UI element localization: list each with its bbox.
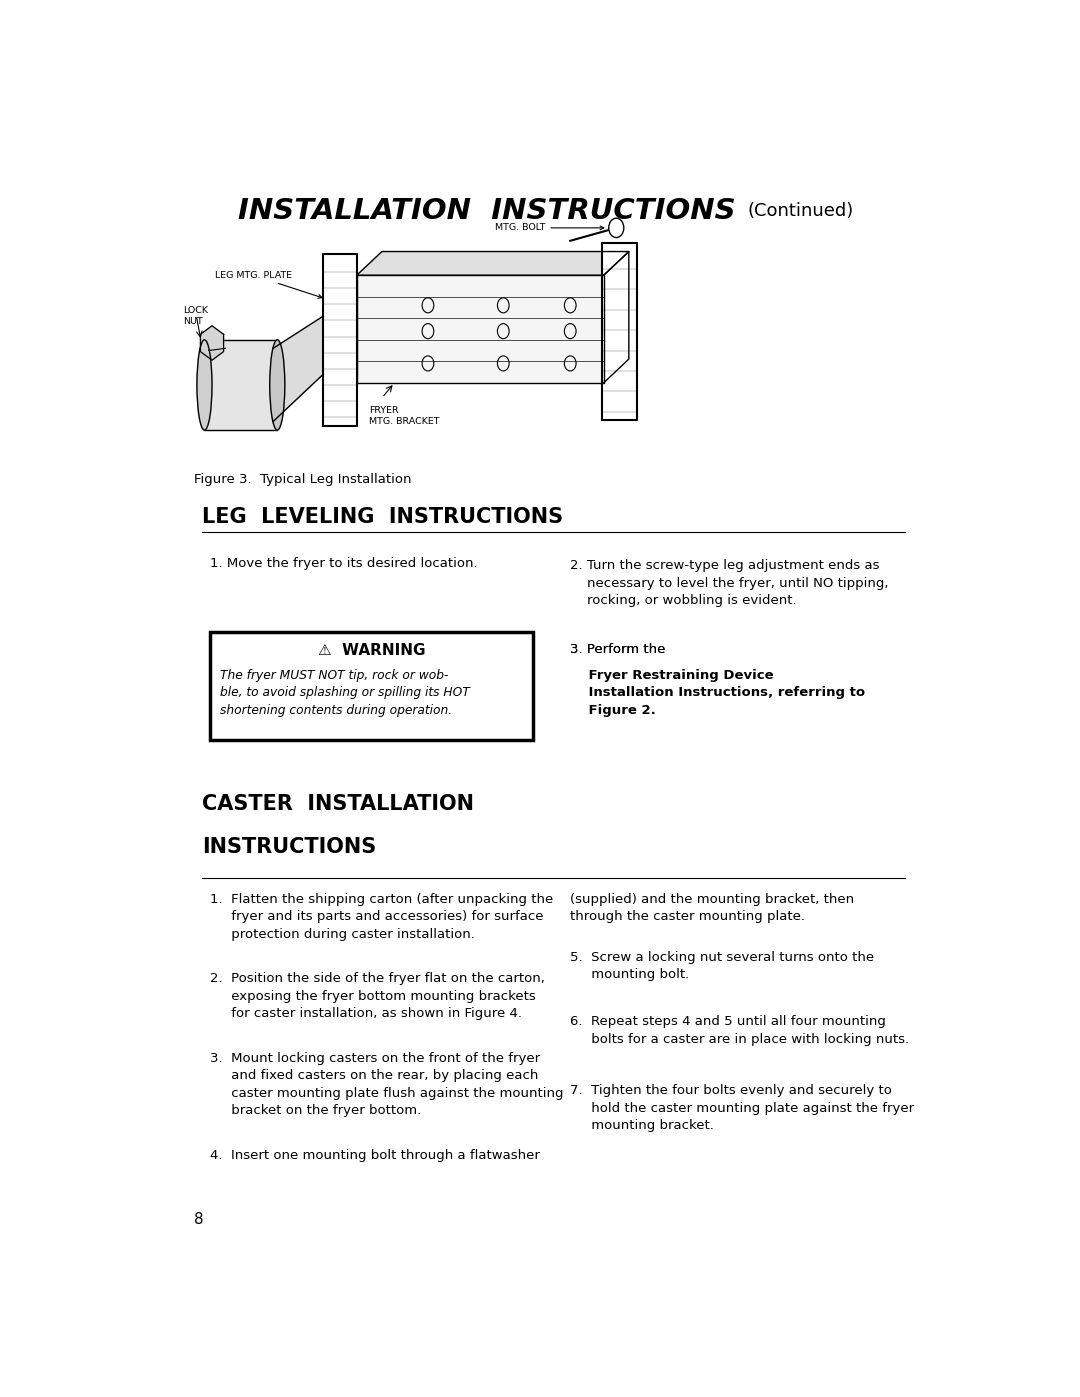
Text: 7.  Tighten the four bolts evenly and securely to
     hold the caster mounting : 7. Tighten the four bolts evenly and sec… xyxy=(570,1084,915,1132)
Text: 3.  Mount locking casters on the front of the fryer
     and fixed casters on th: 3. Mount locking casters on the front of… xyxy=(211,1052,564,1118)
Bar xyxy=(211,633,532,740)
Text: CASTER  INSTALLATION: CASTER INSTALLATION xyxy=(202,793,474,813)
Text: 6.  Repeat steps 4 and 5 until all four mounting
     bolts for a caster are in : 6. Repeat steps 4 and 5 until all four m… xyxy=(570,1016,909,1046)
Text: INSTALLATION  INSTRUCTIONS: INSTALLATION INSTRUCTIONS xyxy=(238,197,735,225)
Text: LOCK
NUT: LOCK NUT xyxy=(184,306,208,326)
Text: LEG MTG. PLATE: LEG MTG. PLATE xyxy=(215,271,322,298)
Polygon shape xyxy=(356,275,604,383)
Polygon shape xyxy=(604,251,629,383)
Text: 2. Turn the screw-type leg adjustment ends as
    necessary to level the fryer, : 2. Turn the screw-type leg adjustment en… xyxy=(570,559,889,608)
Polygon shape xyxy=(602,243,637,420)
Text: (supplied) and the mounting bracket, then
through the caster mounting plate.: (supplied) and the mounting bracket, the… xyxy=(570,893,854,923)
Circle shape xyxy=(609,218,624,237)
Polygon shape xyxy=(323,254,356,426)
Text: 1. Move the fryer to its desired location.: 1. Move the fryer to its desired locatio… xyxy=(211,557,478,570)
Text: 3. Perform the: 3. Perform the xyxy=(570,643,670,657)
Text: Fryer Restraining Device
    Installation Instructions, referring to
    Figure : Fryer Restraining Device Installation In… xyxy=(570,669,865,717)
Text: INSTRUCTIONS: INSTRUCTIONS xyxy=(202,837,376,856)
Text: 1.  Flatten the shipping carton (after unpacking the
     fryer and its parts an: 1. Flatten the shipping carton (after un… xyxy=(211,893,554,940)
Text: LEG  LEVELING  INSTRUCTIONS: LEG LEVELING INSTRUCTIONS xyxy=(202,507,563,527)
Ellipse shape xyxy=(197,339,212,430)
Ellipse shape xyxy=(270,339,285,430)
Text: The fryer MUST NOT tip, rock or wob-
ble, to avoid splashing or spilling its HOT: The fryer MUST NOT tip, rock or wob- ble… xyxy=(220,669,470,717)
Polygon shape xyxy=(204,339,278,430)
Text: Figure 3.  Typical Leg Installation: Figure 3. Typical Leg Installation xyxy=(193,474,411,486)
Polygon shape xyxy=(273,316,323,422)
Text: MTG. BOLT: MTG. BOLT xyxy=(495,224,604,232)
Text: 5.  Screw a locking nut several turns onto the
     mounting bolt.: 5. Screw a locking nut several turns ont… xyxy=(570,951,875,981)
Text: FRYER
MTG. BRACKET: FRYER MTG. BRACKET xyxy=(369,407,440,426)
Text: 2.  Position the side of the fryer flat on the carton,
     exposing the fryer b: 2. Position the side of the fryer flat o… xyxy=(211,972,545,1020)
Polygon shape xyxy=(356,251,629,275)
Text: ⚠  WARNING: ⚠ WARNING xyxy=(318,643,426,658)
Text: 8: 8 xyxy=(193,1213,203,1227)
Text: 3. Perform the: 3. Perform the xyxy=(570,643,670,657)
Text: (Continued): (Continued) xyxy=(747,201,853,219)
Polygon shape xyxy=(201,326,224,360)
Text: 4.  Insert one mounting bolt through a flatwasher: 4. Insert one mounting bolt through a fl… xyxy=(211,1148,540,1162)
